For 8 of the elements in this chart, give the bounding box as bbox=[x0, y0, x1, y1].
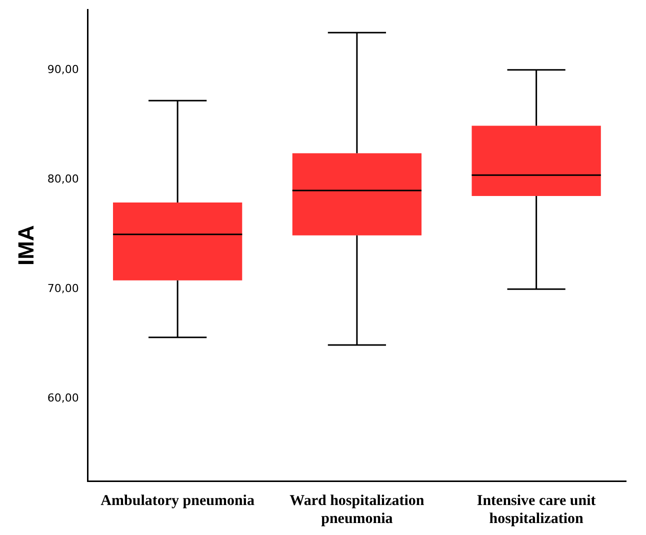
y-tick-label: 70,00 bbox=[47, 282, 79, 296]
y-tick-label: 80,00 bbox=[47, 172, 79, 186]
y-axis-title: IMA bbox=[13, 225, 38, 266]
x-tick-label: Ward hospitalization pneumonia bbox=[290, 492, 425, 527]
x-tick-label: Intensive care unit hospitalization bbox=[476, 492, 596, 527]
y-tick-label: 60,00 bbox=[47, 392, 79, 405]
y-tick-label: 90,00 bbox=[47, 62, 79, 76]
x-tick-label: Ambulatory pneumonia bbox=[100, 492, 255, 509]
